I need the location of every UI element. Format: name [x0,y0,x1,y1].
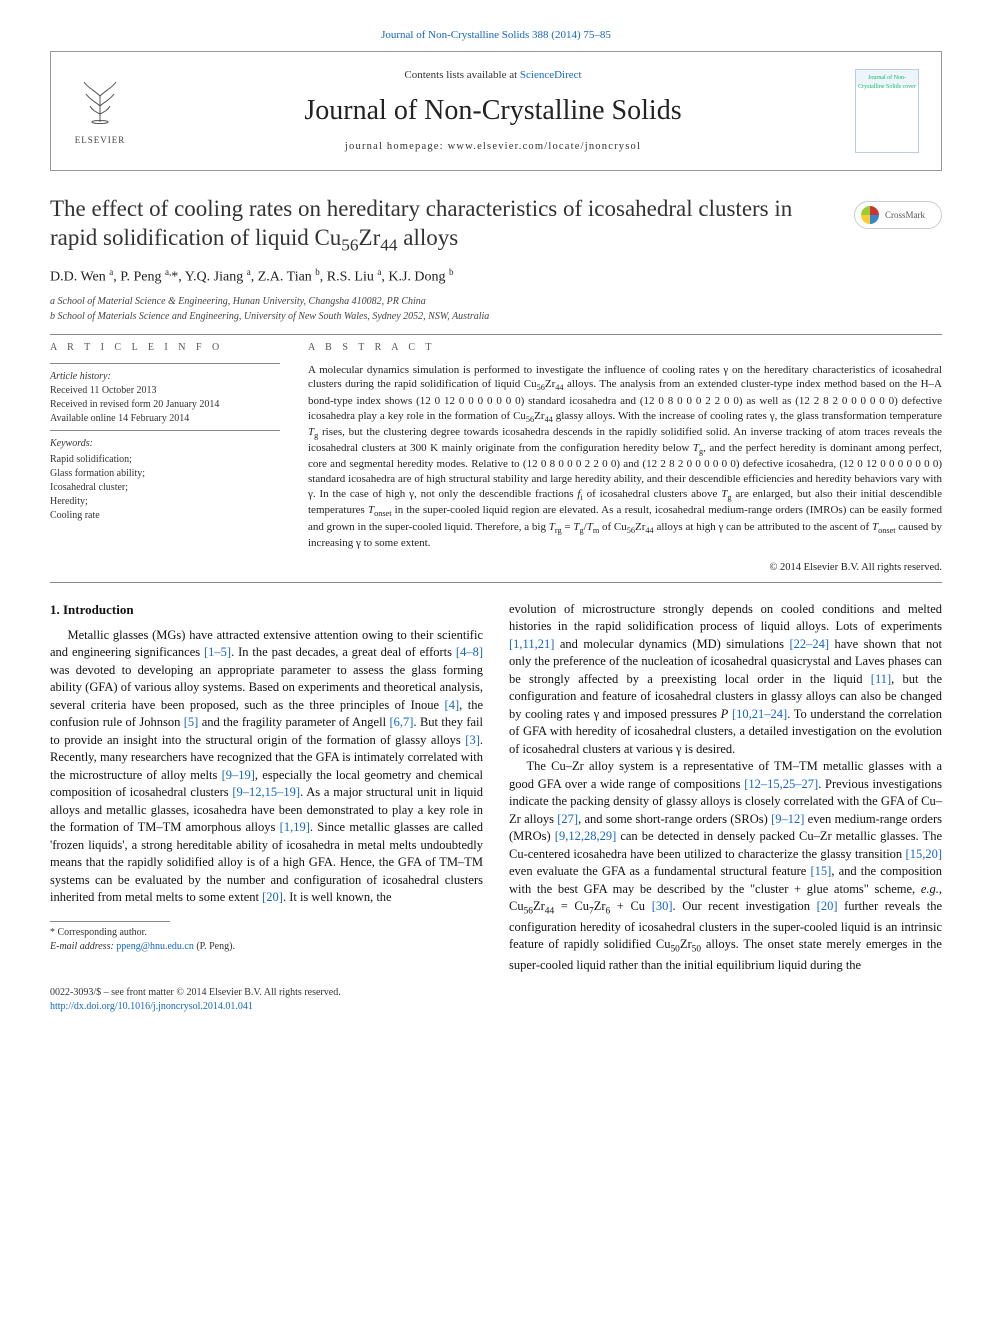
journal-homepage[interactable]: journal homepage: www.elsevier.com/locat… [153,140,833,155]
footnote-rule [50,921,170,922]
affiliation-a: a School of Material Science & Engineeri… [50,294,942,309]
journal-cover-thumb[interactable]: Journal of Non-Crystalline Solids cover [847,69,927,153]
abstract-text: A molecular dynamics simulation is perfo… [308,363,942,551]
kw-4: Cooling rate [50,509,280,523]
email-who: (P. Peng). [196,941,235,952]
intro-para-1: Metallic glasses (MGs) have attracted ex… [50,627,483,907]
history-revised: Received in revised form 20 January 2014 [50,398,280,412]
crossmark-icon [861,206,879,224]
affiliations: a School of Material Science & Engineeri… [50,294,942,324]
affiliation-b: b School of Materials Science and Engine… [50,309,942,324]
contents-line: Contents lists available at ScienceDirec… [153,68,833,83]
kw-0: Rapid solidification; [50,453,280,467]
contents-prefix: Contents lists available at [404,69,519,81]
journal-name: Journal of Non-Crystalline Solids [153,91,833,130]
rule-after-abstract [50,582,942,583]
email-label: E-mail address: [50,941,114,952]
publisher-logo[interactable]: ELSEVIER [65,76,135,147]
intro-para-3: The Cu–Zr alloy system is a representati… [509,758,942,974]
kw-3: Heredity; [50,495,280,509]
copyright-line: © 2014 Elsevier B.V. All rights reserved… [308,561,942,576]
article-info-heading: A R T I C L E I N F O [50,341,280,355]
corresponding-email[interactable]: ppeng@hnu.edu.cn [116,941,194,952]
history-online: Available online 14 February 2014 [50,412,280,426]
crossmark-label: CrossMark [885,209,925,222]
elsevier-tree-icon [74,76,126,132]
sciencedirect-link[interactable]: ScienceDirect [520,69,582,81]
kw-1: Glass formation ability; [50,467,280,481]
rule-top [50,334,942,335]
intro-para-2: evolution of microstructure strongly dep… [509,601,942,759]
journal-ref-line[interactable]: Journal of Non-Crystalline Solids 388 (2… [50,28,942,43]
corresponding-note: * Corresponding author. [50,926,483,940]
footer-bar: 0022-3093/$ – see front matter © 2014 El… [50,986,942,1014]
history-received: Received 11 October 2013 [50,384,280,398]
kw-2: Icosahedral cluster; [50,481,280,495]
abstract-column: A B S T R A C T A molecular dynamics sim… [308,341,942,576]
author-list: D.D. Wen a, P. Peng a,*, Y.Q. Jiang a, Z… [50,266,942,287]
section-1-heading: 1. Introduction [50,601,483,619]
footnotes: * Corresponding author. E-mail address: … [50,926,483,954]
keywords-label: Keywords: [50,437,280,451]
history-label: Article history: [50,370,280,384]
article-info-column: A R T I C L E I N F O Article history: R… [50,341,280,576]
issn-line: 0022-3093/$ – see front matter © 2014 El… [50,986,341,1000]
crossmark-badge[interactable]: CrossMark [854,201,942,229]
cover-title: Journal of Non-Crystalline Solids cover [856,74,918,91]
doi-link[interactable]: http://dx.doi.org/10.1016/j.jnoncrysol.2… [50,1000,341,1014]
journal-header: ELSEVIER Contents lists available at Sci… [50,51,942,171]
body-two-column: 1. Introduction Metallic glasses (MGs) h… [50,601,942,975]
publisher-name: ELSEVIER [75,134,126,147]
abstract-heading: A B S T R A C T [308,341,942,355]
article-title: The effect of cooling rates on hereditar… [50,195,942,256]
